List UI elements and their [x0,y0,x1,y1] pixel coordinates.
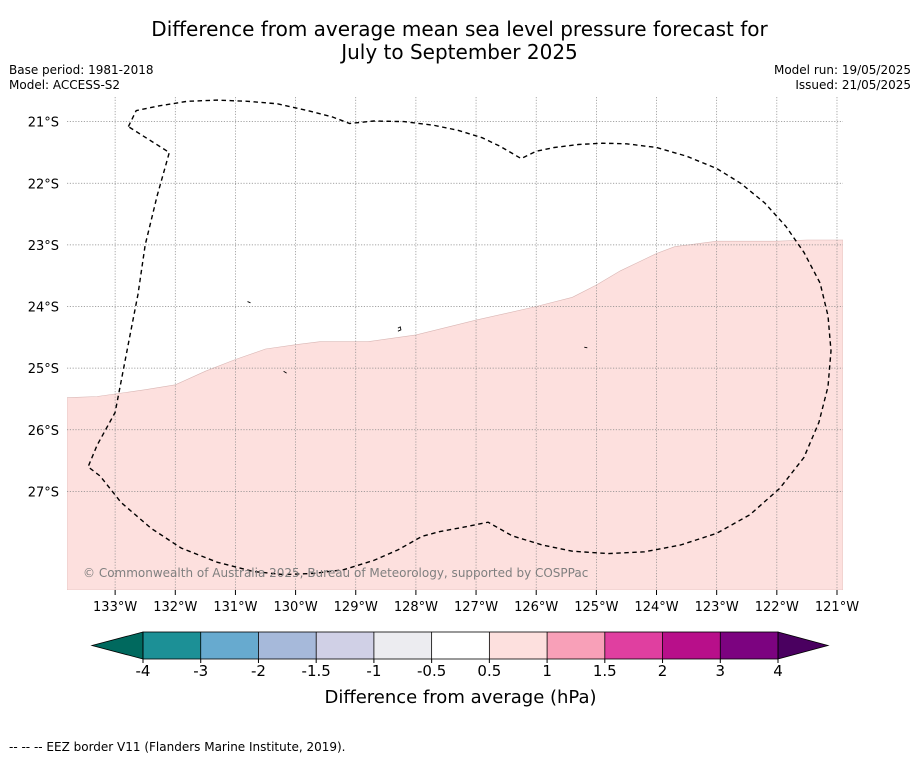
colorbar-tick-label: 0.5 [477,662,501,680]
colorbar-tick-label: 2 [658,662,668,680]
colorbar-segment [373,632,432,659]
eez-enclave-mark [584,346,588,349]
lon-tick-label: 132°W [153,600,197,615]
colorbar-segment [547,632,605,659]
colorbar-tick-label: -2 [251,662,266,680]
eez-enclave-mark [283,370,287,374]
lon-tick-label: 128°W [394,600,438,615]
colorbar-frame [142,631,779,660]
lon-tick-label: 121°W [815,600,859,615]
lat-tick-label: 23°S [28,239,59,254]
colorbar-tick-label: -3 [193,662,208,680]
colorbar-tick-label: 1 [542,662,552,680]
lon-tick-label: 129°W [334,600,378,615]
colorbar-tick-label: -0.5 [417,662,446,680]
colorbar-segment [200,632,259,659]
colorbar-segment [662,632,721,659]
colorbar-tick-label: 4 [773,662,783,680]
lon-tick-label: 124°W [634,600,678,615]
lat-tick-label: 25°S [28,362,59,377]
colorbar-segment [720,632,778,659]
title-line-2: July to September 2025 [341,40,578,64]
colorbar-tick-label: -1 [366,662,381,680]
anomaly-region-0.5-to-1 [67,239,843,590]
chart-title: Difference from average mean sea level p… [0,18,919,64]
colorbar-tick-label: 1.5 [593,662,617,680]
colorbar-tick-label: -1.5 [302,662,331,680]
base-period-text: Base period: 1981-2018 [9,63,154,77]
title-line-1: Difference from average mean sea level p… [151,17,768,41]
lat-tick-label: 21°S [28,116,59,131]
lat-tick-label: 26°S [28,424,59,439]
issued-text: Issued: 21/05/2025 [795,78,911,92]
eez-enclave-mark [247,301,251,304]
colorbar-over-arrow [777,631,830,660]
eez-enclave-mark [397,326,402,332]
lon-tick-label: 123°W [695,600,739,615]
model-text: Model: ACCESS-S2 [9,78,121,92]
colorbar-segment [489,632,548,659]
lon-tick-label: 125°W [574,600,618,615]
lat-tick-label: 27°S [28,485,59,500]
lon-tick-label: 126°W [514,600,558,615]
model-run-text: Model run: 19/05/2025 [773,63,911,77]
eez-border-line [87,99,832,576]
lon-tick-label: 127°W [454,600,498,615]
eez-legend-note: -- -- -- EEZ border V11 (Flanders Marine… [9,740,346,754]
colorbar-tick-label: -4 [136,662,151,680]
colorbar-under-arrow [90,631,144,660]
lat-tick-label: 24°S [28,301,59,316]
colorbar-tick-label: 3 [715,662,725,680]
lon-tick-label: 130°W [274,600,318,615]
colorbar-segment [316,632,374,659]
lon-tick-label: 131°W [213,600,257,615]
colorbar-segment [143,632,201,659]
forecast-meta-left: Base period: 1981-2018 Model: ACCESS-S2 [9,63,154,93]
colorbar-segment [604,632,663,659]
lon-tick-label: 122°W [755,600,799,615]
lon-tick-label: 133°W [93,600,137,615]
colorbar-segment [431,632,490,659]
lat-tick-label: 22°S [28,177,59,192]
colorbar-segment [258,632,317,659]
copyright-text: © Commonwealth of Australia 2025, Bureau… [83,566,588,580]
forecast-meta-right: Model run: 19/05/2025 Issued: 21/05/2025 [774,63,911,93]
colorbar-label: Difference from average (hPa) [324,687,596,708]
